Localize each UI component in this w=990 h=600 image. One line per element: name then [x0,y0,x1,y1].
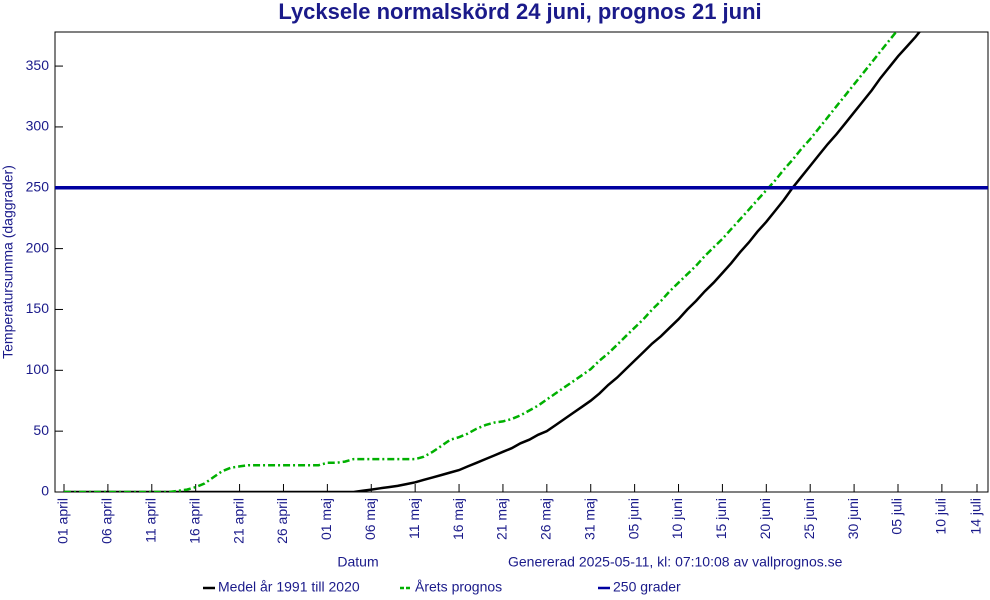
x-tick-label: 05 juni [625,498,641,539]
legend-label: 250 grader [613,579,681,595]
x-tick-label: 21 maj [494,498,510,540]
x-tick-label: 31 maj [581,498,597,540]
series-line [64,32,922,492]
legend-label: Årets prognos [415,579,502,595]
y-tick-label: 100 [26,361,50,377]
x-tick-label: 11 maj [406,498,422,539]
x-tick-label: 14 juli [968,498,984,535]
y-tick-label: 200 [26,239,50,255]
x-tick-label: 10 juli [933,498,949,535]
x-tick-label: 16 maj [450,498,466,540]
y-tick-label: 150 [26,300,50,316]
plot-area [55,32,988,492]
y-axis-label: Temperatursumma (daggrader) [0,165,16,359]
series-line [64,32,898,492]
x-tick-label: 06 maj [362,498,378,540]
x-tick-label: 11 april [142,498,158,543]
legend-label: Medel år 1991 till 2020 [218,579,360,595]
note: Genererad 2025-05-11, kl: 07:10:08 av va… [508,554,843,570]
x-tick-label: 05 juli [889,498,905,535]
y-tick-label: 0 [41,483,49,499]
plot-frame [54,31,989,493]
x-tick-label: 30 juni [845,498,861,539]
x-tick-label: 25 juni [801,498,817,539]
x-tick-label: 10 juni [669,498,685,539]
y-tick-label: 350 [26,57,50,73]
x-tick-label: 21 april [230,498,246,544]
x-axis-label: Datum [337,554,378,570]
x-tick-label: 26 maj [538,498,554,540]
y-tick-label: 50 [33,422,49,438]
y-tick-label: 250 [26,178,50,194]
x-tick-label: 15 juni [713,498,729,539]
x-tick-label: 26 april [274,498,290,544]
x-tick-label: 06 april [99,498,115,544]
x-tick-label: 01 april [55,498,71,544]
chart-title: Lycksele normalskörd 24 juni, prognos 21… [278,0,761,24]
x-tick-label: 16 april [186,498,202,544]
x-tick-label: 20 juni [757,498,773,539]
x-tick-label: 01 maj [318,498,334,540]
y-tick-label: 300 [26,118,50,134]
